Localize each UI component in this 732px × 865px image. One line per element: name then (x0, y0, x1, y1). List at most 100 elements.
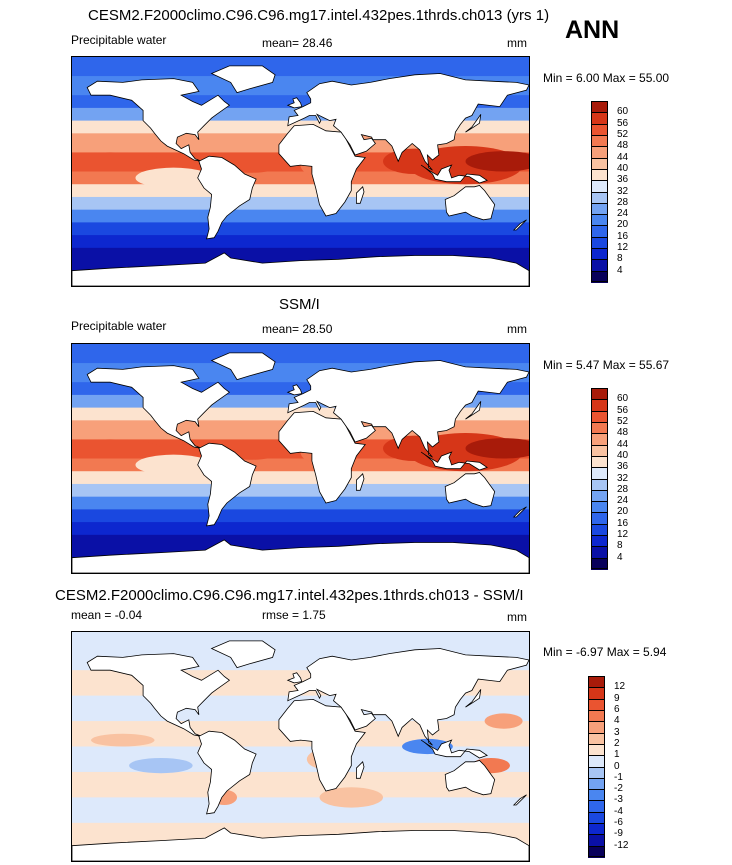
south-america-outline (197, 442, 257, 527)
colorbar-tick-label: 40 (617, 449, 629, 461)
greenland-outline (210, 640, 276, 669)
panel3-minmax-label: Min = -6.97 Max = 5.94 (543, 645, 667, 659)
australia-outline (444, 472, 496, 508)
colorbar-tick-label: 2 (614, 737, 620, 749)
field-anomaly (319, 787, 384, 808)
colorbar-segment (588, 811, 605, 824)
south-america-outline (197, 730, 257, 815)
colorbar-tick-label: 36 (617, 174, 629, 186)
field-anomaly (72, 152, 161, 171)
ocean-band (72, 344, 529, 364)
ocean-band (72, 522, 529, 536)
colorbar-segment (591, 557, 608, 570)
colorbar-tick-label: 48 (617, 140, 629, 152)
colorbar-tick-label: 52 (617, 128, 629, 140)
north-america-outline (86, 653, 231, 737)
colorbar-tick-label: 0 (614, 760, 620, 772)
greenland-outline (210, 352, 276, 381)
colorbar-segment (591, 259, 608, 272)
colorbar-tick-label: -12 (614, 839, 629, 851)
ocean-band (72, 196, 529, 211)
ocean-band (72, 57, 529, 77)
colorbar-segment (588, 721, 605, 734)
colorbar-segment (588, 732, 605, 745)
colorbar-tick-label: 56 (617, 117, 629, 129)
colorbar-segment (591, 467, 608, 480)
panel2-minmax-label: Min = 5.47 Max = 55.67 (543, 358, 670, 372)
colorbar-segment (591, 202, 608, 215)
field-anomaly (135, 454, 212, 476)
colorbar-segment (591, 214, 608, 227)
australia-outline (444, 760, 496, 796)
panel1-mean-label: mean= 28.46 (262, 36, 333, 50)
colorbar-tick-label: 40 (617, 162, 629, 174)
colorbar-segment (591, 191, 608, 204)
panel3-colorbar (588, 676, 605, 858)
greenland-outline (210, 65, 276, 94)
field-anomaly (465, 438, 529, 459)
ocean-band (72, 235, 529, 249)
colorbar-tick-label: 4 (614, 715, 620, 727)
indonesia-outline (420, 739, 488, 759)
panel2-map (71, 343, 530, 574)
new-zealand-outline (512, 219, 527, 231)
panel1-colorbar (591, 101, 608, 283)
antarctica-outline (72, 827, 529, 861)
madagascar-outline (356, 761, 365, 779)
colorbar-segment (591, 399, 608, 412)
indonesia-outline (420, 164, 488, 184)
colorbar-tick-label: 8 (617, 253, 623, 265)
antarctica-outline (72, 539, 529, 573)
colorbar-segment (588, 743, 605, 756)
colorbar-segment (591, 388, 608, 400)
colorbar-segment (591, 546, 608, 559)
colorbar-tick-label: 44 (617, 151, 629, 163)
colorbar-segment (588, 709, 605, 722)
madagascar-outline (356, 473, 365, 491)
indonesia-outline (420, 451, 488, 471)
colorbar-segment (588, 676, 605, 688)
colorbar-tick-label: 12 (617, 529, 629, 541)
colorbar-segment (591, 444, 608, 457)
panel3-map (71, 631, 530, 862)
colorbar-tick-label: 60 (617, 106, 629, 118)
colorbar-tick-label: -4 (614, 805, 623, 817)
british-isles-outline (286, 672, 303, 684)
panel1-minmax-label: Min = 6.00 Max = 55.00 (543, 71, 670, 85)
panel3-units-label: mm (507, 610, 527, 624)
colorbar-tick-label: 6 (614, 703, 620, 715)
colorbar-segment (588, 800, 605, 813)
africa-outline (278, 123, 366, 217)
colorbar-segment (588, 834, 605, 847)
panel2-title: SSM/I (279, 296, 320, 313)
panel1-variable-label: Precipitable water (71, 33, 167, 47)
japan-outline (465, 114, 482, 133)
colorbar-tick-label: 28 (617, 483, 629, 495)
colorbar-tick-label: 52 (617, 415, 629, 427)
colorbar-segment (588, 789, 605, 802)
colorbar-tick-label: 16 (617, 230, 629, 242)
panel1-map (71, 56, 530, 287)
colorbar-segment (588, 755, 605, 768)
colorbar-tick-label: -2 (614, 783, 623, 795)
panel2-units-label: mm (507, 322, 527, 336)
south-america-outline (197, 155, 257, 240)
colorbar-segment (591, 101, 608, 113)
colorbar-tick-label: 12 (617, 242, 629, 254)
field-anomaly (135, 167, 212, 189)
colorbar-tick-label: 36 (617, 461, 629, 473)
colorbar-segment (591, 236, 608, 249)
colorbar-tick-label: 24 (617, 208, 629, 220)
antarctica-outline (72, 252, 529, 286)
colorbar-tick-label: 4 (617, 551, 623, 563)
colorbar-segment (591, 523, 608, 536)
colorbar-tick-label: -1 (614, 771, 623, 783)
colorbar-tick-label: -6 (614, 817, 623, 829)
eurasia-outline (287, 360, 529, 458)
north-america-outline (86, 365, 231, 449)
colorbar-tick-label: 28 (617, 196, 629, 208)
colorbar-segment (588, 698, 605, 711)
africa-outline (278, 410, 366, 504)
field-anomaly (484, 713, 523, 729)
new-zealand-outline (512, 794, 527, 806)
